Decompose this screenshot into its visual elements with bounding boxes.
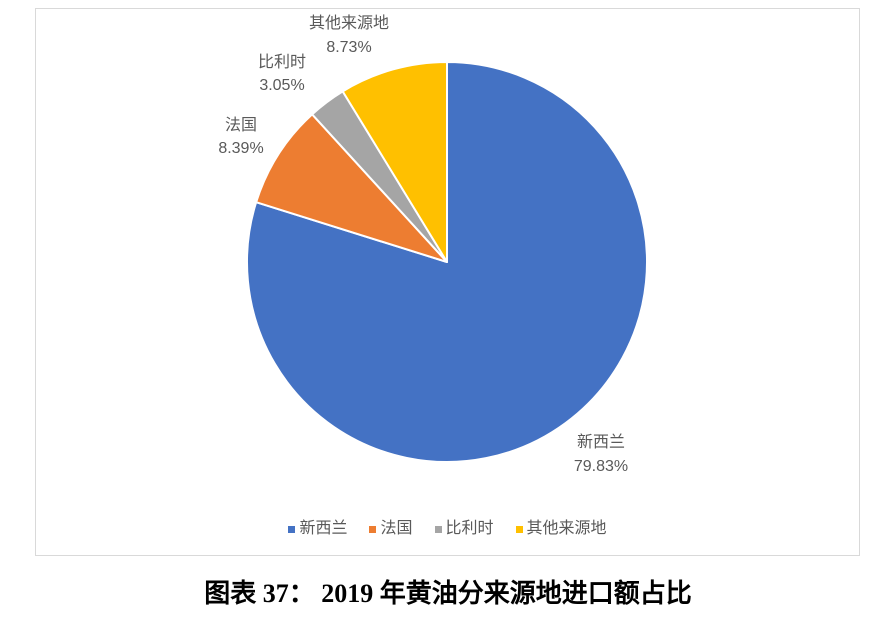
- data-label-name-france: 法国: [225, 116, 257, 134]
- data-label-value-other-origins: 8.73%: [326, 39, 371, 56]
- data-label-value-france: 8.39%: [218, 140, 263, 157]
- data-label-name-new-zealand: 新西兰: [577, 433, 625, 451]
- legend-item-new-zealand: 新西兰: [288, 519, 347, 539]
- legend-item-france: 法国: [369, 519, 413, 539]
- data-label-name-other-origins: 其他来源地: [309, 14, 389, 32]
- legend-label-new-zealand: 新西兰: [299, 520, 348, 537]
- legend-swatch-belgium: [434, 525, 442, 533]
- legend-swatch-other-origins: [515, 525, 523, 533]
- data-label-name-belgium: 比利时: [258, 53, 306, 71]
- legend-label-france: 法国: [380, 520, 413, 537]
- legend-item-other-origins: 其他来源地: [515, 519, 607, 539]
- chart-area: 新西兰 79.83% 法国 8.39% 比利时 3.05% 其他来源地 8.73…: [35, 8, 860, 556]
- data-labels: 新西兰 79.83% 法国 8.39% 比利时 3.05% 其他来源地 8.73…: [218, 14, 628, 475]
- pie-chart: 新西兰 79.83% 法国 8.39% 比利时 3.05% 其他来源地 8.73…: [218, 14, 648, 475]
- data-label-value-belgium: 3.05%: [259, 77, 304, 94]
- legend-item-belgium: 比利时: [434, 519, 494, 539]
- pie-slice-other-origins: [341, 61, 448, 263]
- pie-slices: [246, 61, 648, 463]
- figure-caption: 图表 37： 2019 年黄油分来源地进口额占比: [204, 579, 692, 608]
- legend: 新西兰 法国 比利时 其他来源地: [36, 519, 859, 539]
- data-label-value-new-zealand: 79.83%: [574, 458, 628, 475]
- pie-slice-france: [255, 113, 448, 263]
- legend-label-other-origins: 其他来源地: [526, 520, 607, 537]
- legend-swatch-france: [369, 525, 377, 533]
- legend-label-belgium: 比利时: [445, 520, 494, 537]
- legend-swatch-new-zealand: [288, 525, 296, 533]
